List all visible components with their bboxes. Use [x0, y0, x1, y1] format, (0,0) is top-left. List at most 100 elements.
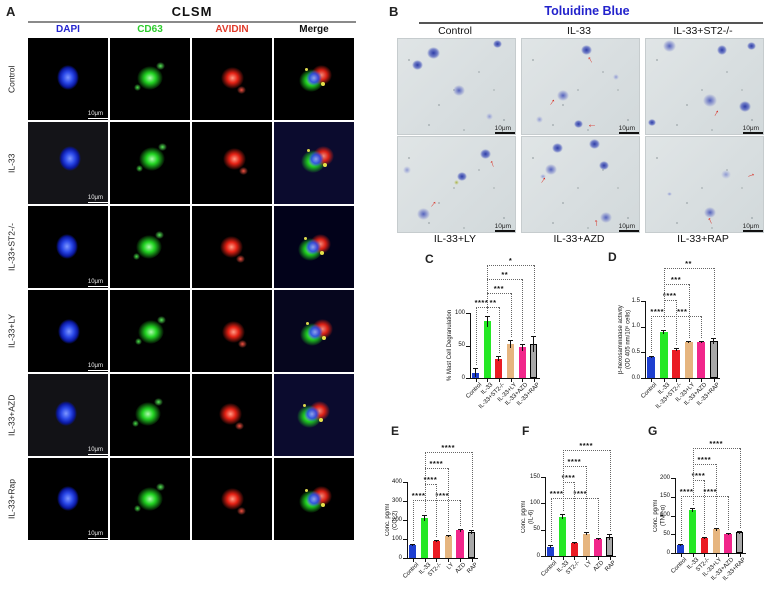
error-bar-cap: [548, 545, 554, 547]
scale-bar-label: 10μm: [618, 223, 635, 230]
error-bar: [533, 336, 535, 352]
significance-bracket-drop: [562, 450, 564, 512]
cd63-speckle: [157, 316, 166, 324]
clsm-image-il-33-azd-cd63: [110, 374, 190, 456]
scale-bar-line: [87, 538, 108, 539]
x-axis-line: [645, 378, 720, 379]
mast-cell-blob: [598, 160, 609, 170]
significance-stars: ****: [561, 472, 576, 482]
x-axis-line: [545, 556, 616, 557]
channel-header-dapi: DAPI: [56, 24, 80, 35]
avidin-blob: [223, 148, 246, 170]
mast-cell-blob: [703, 93, 718, 107]
y-tick-label: 200: [659, 474, 670, 481]
y-axis-label: % Mast Cell Degranulation: [446, 309, 453, 382]
error-bar: [663, 329, 664, 334]
error-bar-cap: [571, 541, 577, 543]
scale-bar: 10μm: [494, 125, 515, 134]
significance-stars: ***: [670, 274, 682, 284]
tb-bottom-label-azd: IL-33+AZD: [553, 233, 605, 245]
clsm-image-il-33-st2-merge: [274, 206, 354, 288]
x-axis-line: [407, 558, 478, 559]
mast-cell-blob: [480, 148, 492, 159]
clsm-image-il-33-rap-cd63: [110, 458, 190, 540]
scale-bar-line: [87, 202, 108, 203]
x-tick: [586, 557, 588, 560]
x-tick: [609, 557, 611, 560]
significance-bracket-drop: [586, 466, 588, 530]
y-tick-label: 1.5: [631, 297, 640, 304]
mast-cell-blob: [746, 42, 756, 51]
error-bar: [609, 534, 611, 540]
bar-il-33: [483, 321, 491, 378]
y-tick: [671, 478, 675, 479]
mast-cell-blob: [540, 173, 547, 180]
panel-a-title: CLSM: [171, 4, 213, 19]
error-bar-cap: [607, 534, 613, 536]
cd63-speckle: [134, 505, 141, 512]
y-axis-line: [545, 477, 546, 556]
mast-cell-blob: [403, 166, 412, 174]
significance-bracket-drop: [574, 482, 576, 539]
mast-cell-blob: [589, 139, 601, 150]
merge-yellow-dot: [320, 251, 324, 255]
significance-stars: ****: [567, 456, 582, 466]
scale-bar: 10μm: [742, 223, 763, 232]
scale-bar: 10μm: [87, 447, 108, 455]
error-bar: [486, 316, 488, 327]
significance-stars: ****: [662, 290, 677, 300]
error-bar: [585, 532, 587, 536]
scale-bar-line: [494, 132, 515, 134]
error-bar-cap: [661, 329, 666, 331]
scale-bar-line: [494, 230, 515, 232]
error-bar-cap: [531, 336, 537, 338]
significance-bracket: [424, 468, 449, 469]
significance-bracket-drop: [651, 316, 652, 354]
error-bar: [675, 348, 677, 352]
error-bar-cap: [713, 527, 719, 529]
panel-a: A CLSM DAPI CD63 AVIDIN Merge Control IL-…: [6, 4, 356, 540]
scale-bar-label: 10μm: [87, 195, 103, 201]
error-bar-cap: [737, 531, 743, 533]
error-bar-cap: [698, 341, 704, 343]
significance-bracket: [562, 466, 587, 467]
error-bar: [688, 341, 689, 344]
avidin-speckle: [237, 86, 246, 94]
significance-stars: ****: [679, 486, 694, 496]
mast-cell-blob: [417, 208, 431, 221]
y-tick: [641, 326, 645, 328]
error-bar-cap: [711, 337, 716, 339]
clsm-image-il-33-azd-avidin: [192, 374, 272, 456]
row-label-il-33-st2: IL-33+ST2-/-: [6, 223, 17, 271]
significance-bracket-drop: [663, 268, 665, 327]
significance-bracket: [680, 496, 693, 497]
debris-specks: [532, 157, 534, 159]
error-bar-cap: [484, 316, 490, 318]
red-arrow-icon: →: [744, 167, 758, 182]
error-bar-cap: [508, 340, 514, 342]
error-bar: [424, 515, 425, 521]
y-tick: [541, 503, 545, 505]
significance-bracket: [412, 500, 425, 501]
x-tick: [412, 559, 414, 562]
error-bar: [650, 356, 652, 359]
dapi-nucleus-blob: [56, 234, 78, 259]
significance-bracket: [487, 265, 534, 266]
cd63-speckle: [156, 62, 165, 70]
error-bar-cap: [678, 544, 684, 545]
error-bar: [435, 539, 437, 543]
clsm-image-il-33-ly-dapi: 10μm: [28, 290, 108, 372]
red-arrow-icon: →: [582, 53, 597, 68]
significance-bracket-drop: [533, 265, 535, 334]
bar-rap: [468, 532, 476, 558]
merge-yellow-dot: [305, 68, 308, 71]
clsm-image-control-avidin: [192, 38, 272, 120]
scale-bar-line: [87, 286, 108, 287]
significance-bracket: [562, 498, 598, 499]
x-tick: [498, 379, 500, 382]
merge-blue-blob: [304, 406, 320, 422]
x-tick: [651, 379, 652, 382]
error-bar: [739, 531, 741, 534]
bar-chart-panel-c: C 0 50 100% Mast Cell Degranulation Control I…: [422, 250, 572, 425]
x-tick: [562, 557, 564, 560]
